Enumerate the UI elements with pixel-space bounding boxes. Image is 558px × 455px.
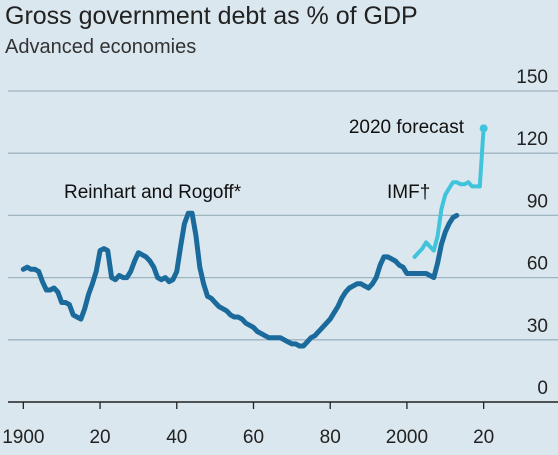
y-tick-labels: 0 30 60 90 120 150 <box>516 67 548 399</box>
annotation-forecast: 2020 forecast <box>349 117 465 138</box>
series-lines <box>20 124 488 349</box>
x-tick-label: 60 <box>243 427 264 448</box>
x-axis <box>8 401 558 409</box>
chart-subtitle: Advanced economies <box>5 36 197 58</box>
x-tick-label: 2000 <box>386 427 428 448</box>
forecast-point <box>479 124 488 133</box>
chart-title: Gross government debt as % of GDP <box>5 2 418 30</box>
y-tick-label: 90 <box>527 191 548 212</box>
x-tick-label: 1900 <box>2 427 44 448</box>
y-tick-label: 120 <box>516 129 548 150</box>
x-tick-label: 20 <box>89 427 110 448</box>
annotation-imf: IMF† <box>387 182 430 203</box>
y-tick-label: 60 <box>527 254 548 275</box>
y-tick-label: 150 <box>516 67 548 88</box>
x-tick-label: 20 <box>473 427 494 448</box>
x-tick-label: 40 <box>166 427 187 448</box>
x-tick-label: 80 <box>320 427 341 448</box>
annotation-reinhart-rogoff: Reinhart and Rogoff* <box>64 182 242 203</box>
y-tick-label: 30 <box>527 316 548 337</box>
y-tick-label: 0 <box>537 378 548 399</box>
reinhart-rogoff-line <box>20 210 460 349</box>
forecast-line <box>477 126 486 189</box>
gridlines <box>8 90 558 341</box>
x-tick-labels: 1900 20 40 60 80 2000 20 <box>2 427 494 448</box>
imf-line <box>412 180 482 259</box>
annotations: Reinhart and Rogoff* IMF† 2020 forecast <box>64 117 465 203</box>
